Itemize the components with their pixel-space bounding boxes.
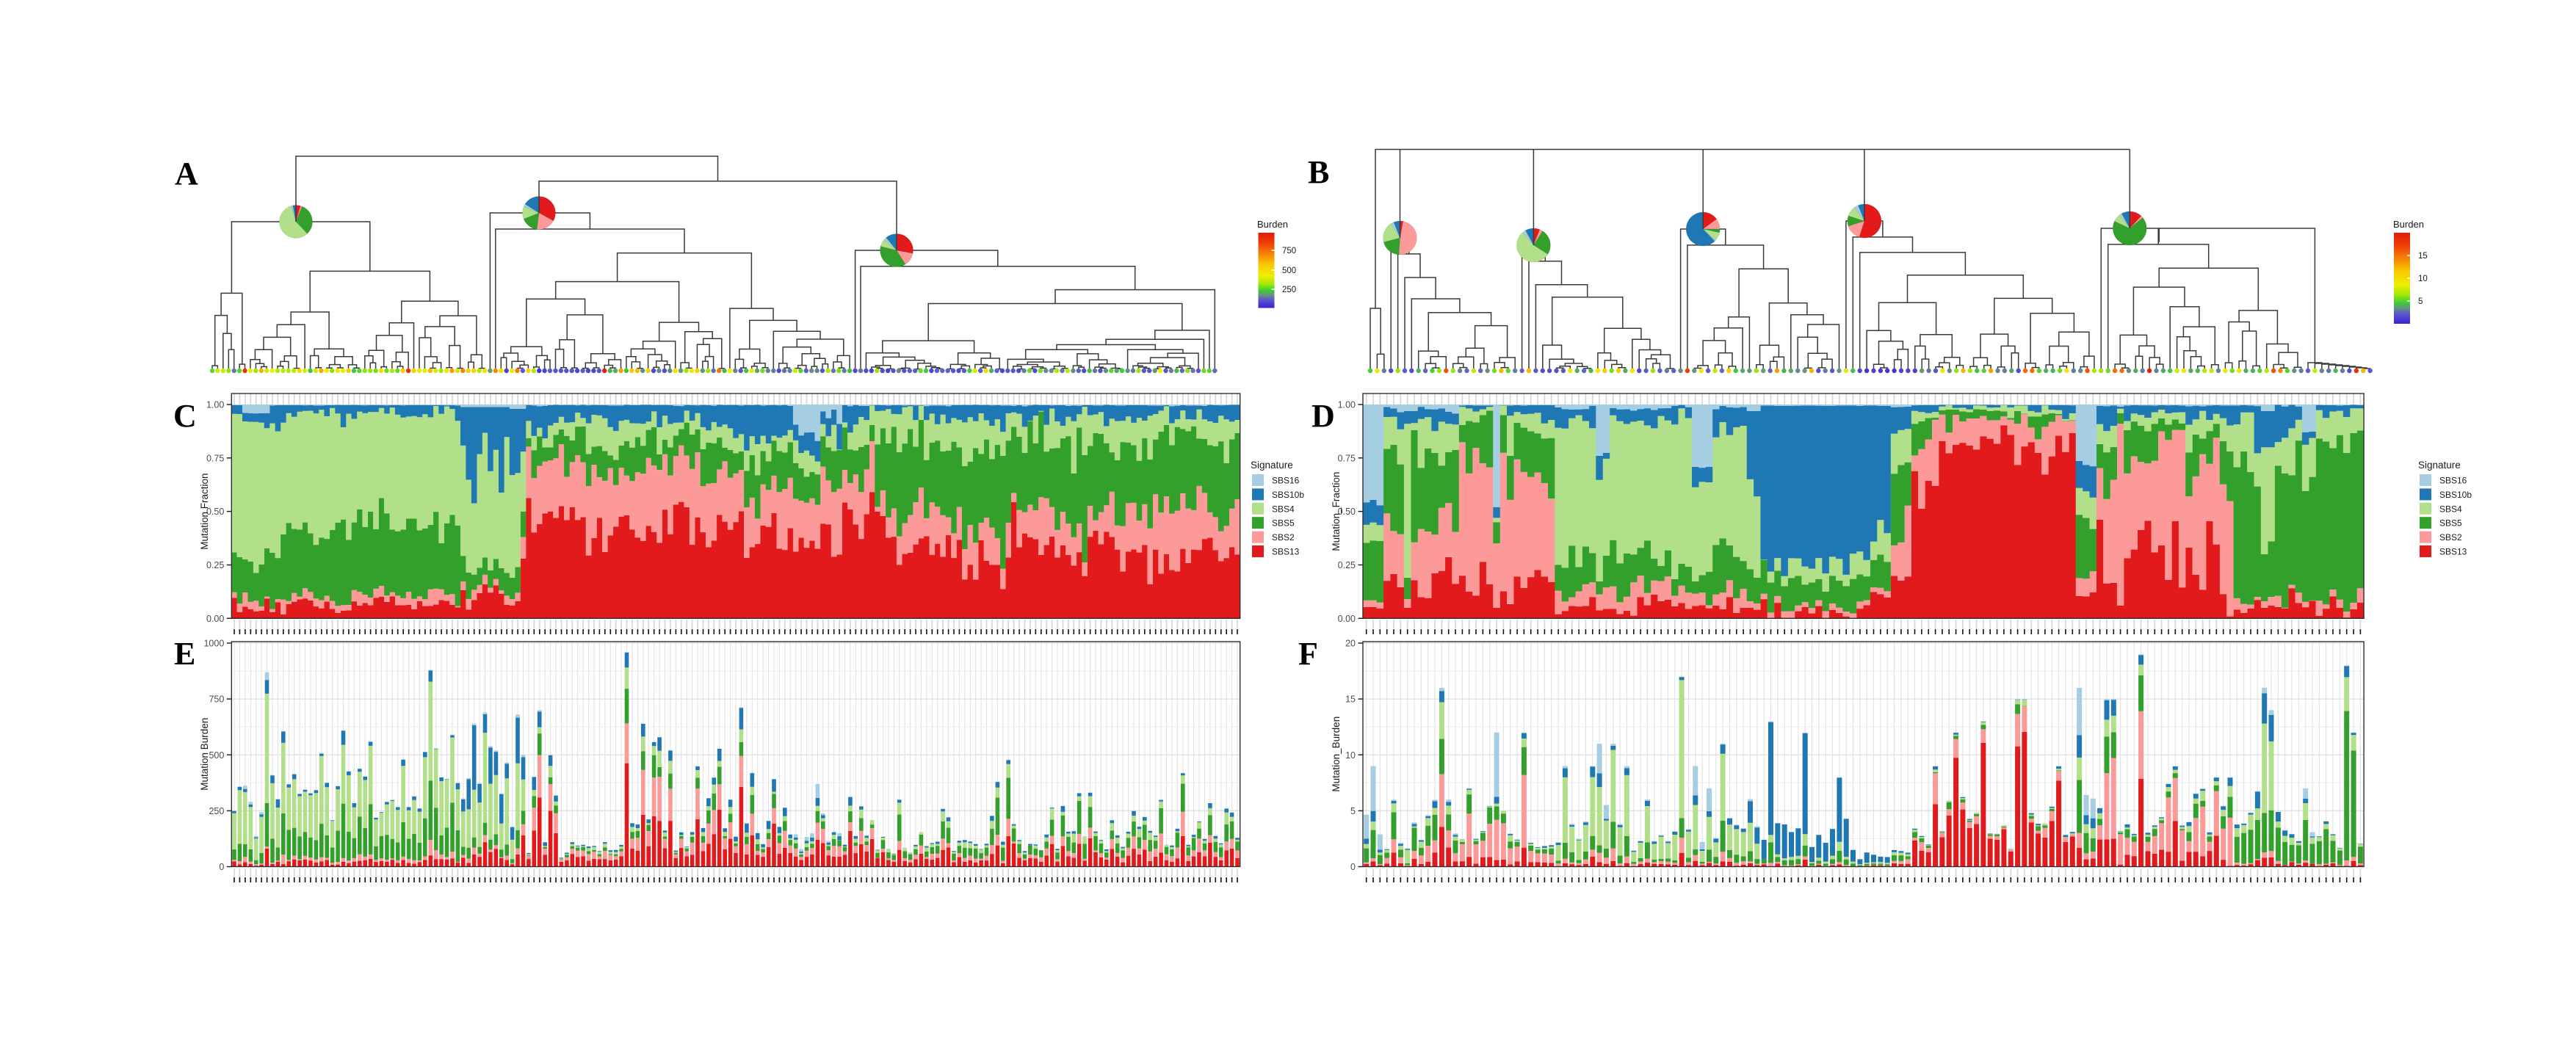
svg-text:1.00: 1.00 [206, 400, 224, 410]
svg-text:750: 750 [209, 694, 224, 705]
svg-text:SBS10b: SBS10b [1272, 490, 1304, 500]
svg-text:SBS13: SBS13 [2439, 547, 2467, 557]
svg-text:E: E [174, 636, 195, 672]
svg-text:500: 500 [1282, 266, 1296, 275]
svg-text:SBS4: SBS4 [1272, 504, 1295, 514]
svg-text:SBS5: SBS5 [2439, 518, 2462, 529]
svg-text:SBS4: SBS4 [2439, 504, 2462, 514]
svg-text:Signature: Signature [2418, 460, 2461, 471]
svg-text:0.25: 0.25 [1338, 560, 1356, 570]
svg-text:SBS2: SBS2 [2439, 532, 2462, 543]
svg-text:SBS16: SBS16 [1272, 476, 1300, 486]
svg-text:F: F [1298, 636, 1318, 672]
svg-text:C: C [173, 398, 197, 434]
svg-text:10: 10 [2418, 275, 2428, 283]
svg-text:SBS2: SBS2 [1272, 532, 1295, 543]
svg-text:5: 5 [1350, 806, 1356, 816]
svg-text:750: 750 [1282, 247, 1296, 255]
svg-text:SBS13: SBS13 [1272, 547, 1300, 557]
svg-text:Burden: Burden [1257, 219, 1288, 230]
svg-text:A: A [175, 156, 198, 192]
svg-text:Signature: Signature [1251, 460, 1293, 471]
svg-text:SBS16: SBS16 [2439, 476, 2467, 486]
svg-text:20: 20 [1345, 639, 1356, 649]
svg-text:0.00: 0.00 [206, 614, 224, 624]
svg-text:B: B [1308, 154, 1329, 190]
svg-text:10: 10 [1345, 750, 1356, 761]
svg-text:0.25: 0.25 [206, 560, 224, 570]
svg-text:500: 500 [209, 750, 224, 761]
svg-text:0.50: 0.50 [1338, 507, 1356, 517]
svg-text:1000: 1000 [203, 639, 224, 649]
svg-text:15: 15 [2418, 252, 2428, 261]
svg-text:Mutation Burden: Mutation Burden [199, 718, 210, 791]
svg-text:1.00: 1.00 [1338, 400, 1356, 410]
svg-text:SBS5: SBS5 [1272, 518, 1295, 529]
svg-text:0.75: 0.75 [1338, 453, 1356, 463]
svg-text:0.75: 0.75 [206, 453, 224, 463]
svg-text:Mutation_Fraction: Mutation_Fraction [1331, 472, 1342, 551]
svg-text:0: 0 [1350, 862, 1356, 872]
svg-text:0.50: 0.50 [206, 507, 224, 517]
svg-text:0: 0 [219, 862, 224, 872]
svg-text:5: 5 [2418, 297, 2423, 306]
svg-text:0.00: 0.00 [1338, 614, 1356, 624]
svg-text:Burden: Burden [2393, 219, 2424, 230]
svg-text:250: 250 [1282, 286, 1296, 294]
svg-text:D: D [1311, 398, 1335, 434]
svg-text:Mutation Fraction: Mutation Fraction [199, 473, 210, 549]
svg-text:SBS10b: SBS10b [2439, 490, 2472, 500]
svg-text:Mutation_Burden: Mutation_Burden [1331, 717, 1342, 792]
svg-text:250: 250 [209, 806, 224, 816]
svg-text:15: 15 [1345, 694, 1356, 705]
